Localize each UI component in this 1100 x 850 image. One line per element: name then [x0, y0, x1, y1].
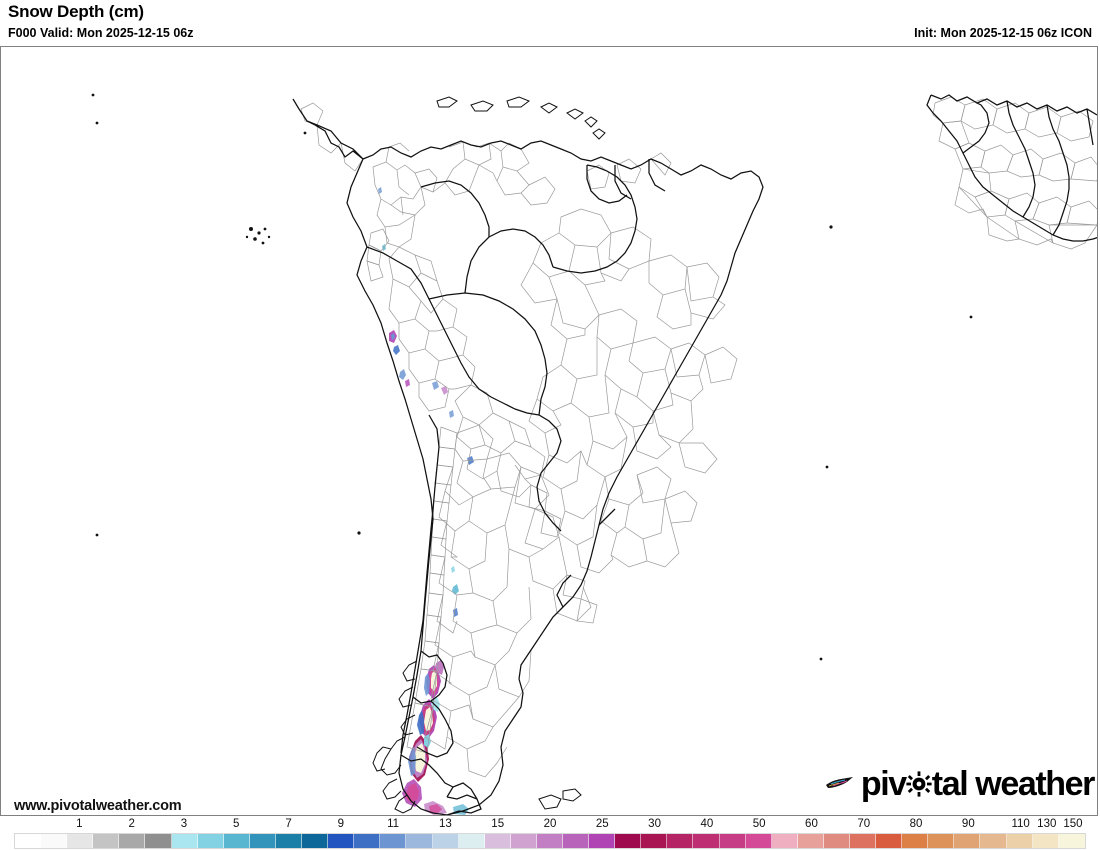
valid-time-label: F000 Valid: Mon 2025-12-15 06z: [8, 26, 194, 40]
colorbar-swatches[interactable]: [14, 833, 1086, 849]
colorbar-tick: 30: [648, 818, 661, 830]
colorbar-cell[interactable]: [67, 834, 94, 848]
colorbar[interactable]: 1 2 3 5 7 9 11 13 15 20 25 30 40 50 60 70 80 90 110 130 150: [0, 818, 1100, 850]
colorbar-cell[interactable]: [641, 834, 668, 848]
colorbar-cell[interactable]: [380, 834, 407, 848]
colorbar-tick: 2: [128, 818, 135, 830]
logo-text-right: tal weather: [931, 765, 1096, 803]
colorbar-cell[interactable]: [406, 834, 433, 848]
colorbar-tick: 130: [1037, 818, 1057, 830]
init-time-label: Init: Mon 2025-12-15 06z ICON: [914, 26, 1092, 40]
colorbar-cell[interactable]: [954, 834, 981, 848]
colorbar-tick: 110: [1011, 818, 1030, 830]
colorbar-cell[interactable]: [771, 834, 798, 848]
colorbar-cell[interactable]: [1006, 834, 1033, 848]
colorbar-tick: 25: [595, 818, 609, 830]
colorbar-tick: 60: [805, 818, 818, 830]
colorbar-cell[interactable]: [797, 834, 824, 848]
admin-boundaries-layer: [300, 96, 1097, 778]
header-subrow: F000 Valid: Mon 2025-12-15 06z Init: Mon…: [0, 26, 1100, 44]
colorbar-cell[interactable]: [562, 834, 590, 848]
colorbar-cell[interactable]: [249, 834, 276, 848]
page-title: Snow Depth (cm): [8, 2, 144, 21]
gear-sun-icon: [906, 769, 932, 803]
colorbar-cell[interactable]: [536, 834, 563, 848]
colorbar-cell[interactable]: [197, 834, 224, 848]
map-vector-layer: [1, 47, 1097, 815]
snow-depth-shading-layer: [378, 187, 474, 815]
contour-group-central-andes: [378, 187, 474, 617]
colorbar-tick: 150: [1063, 818, 1083, 830]
colorbar-tick: 13: [439, 818, 452, 830]
colorbar-cell[interactable]: [510, 834, 537, 848]
swallow-bird-icon: [825, 777, 853, 788]
colorbar-cell[interactable]: [145, 834, 172, 848]
pivotal-weather-logo[interactable]: piv tal weather: [825, 765, 1096, 803]
colorbar-tick: 90: [961, 818, 975, 830]
colorbar-tick: 9: [337, 818, 345, 830]
colorbar-cell[interactable]: [667, 834, 694, 848]
colorbar-cell[interactable]: [484, 834, 511, 848]
colorbar-tick: 15: [491, 818, 505, 830]
colorbar-cell[interactable]: [93, 834, 120, 848]
logo-text-left: piv: [860, 765, 907, 803]
colorbar-cell[interactable]: [876, 834, 903, 848]
colorbar-tick: 50: [752, 818, 766, 830]
colorbar-cell[interactable]: [223, 834, 250, 848]
colorbar-cell[interactable]: [275, 834, 303, 848]
colorbar-tick: 70: [857, 818, 871, 830]
colorbar-cell[interactable]: [902, 834, 929, 848]
colorbar-cell[interactable]: [458, 834, 485, 848]
colorbar-cell[interactable]: [823, 834, 850, 848]
colorbar-cell[interactable]: [15, 834, 42, 848]
colorbar-tick: 7: [285, 818, 292, 830]
colorbar-cell[interactable]: [171, 834, 198, 848]
map-header: Snow Depth (cm) F000 Valid: Mon 2025-12-…: [0, 0, 1100, 48]
colorbar-cell[interactable]: [302, 834, 329, 848]
colorbar-cell[interactable]: [615, 834, 642, 848]
contour-group-patagonia-south: [408, 734, 431, 782]
colorbar-cell[interactable]: [119, 834, 146, 848]
colorbar-cell[interactable]: [432, 834, 459, 848]
colorbar-cell[interactable]: [850, 834, 877, 848]
colorbar-cell[interactable]: [354, 834, 381, 848]
colorbar-cell[interactable]: [328, 834, 355, 848]
colorbar-tick: 5: [233, 818, 240, 830]
colorbar-cell[interactable]: [1058, 834, 1085, 848]
coastline-layer: [91, 93, 1097, 815]
colorbar-tick: 3: [180, 818, 188, 830]
colorbar-cell[interactable]: [980, 834, 1007, 848]
colorbar-cell[interactable]: [1032, 834, 1059, 848]
colorbar-cell[interactable]: [41, 834, 68, 848]
logo-wordmark: piv tal weather: [860, 765, 1096, 803]
colorbar-cell[interactable]: [745, 834, 772, 848]
colorbar-tick: 80: [909, 818, 923, 830]
site-watermark: www.pivotalweather.com: [14, 798, 182, 814]
colorbar-tick: 11: [387, 818, 400, 830]
colorbar-tick: 40: [700, 818, 714, 830]
colorbar-cell[interactable]: [719, 834, 746, 848]
colorbar-cell[interactable]: [693, 834, 720, 848]
colorbar-cell[interactable]: [589, 834, 616, 848]
colorbar-cell[interactable]: [928, 834, 955, 848]
colorbar-tick-labels: 1 2 3 5 7 9 11 13 15 20 25 30 40 50 60 70 80 90 110 130 150: [0, 818, 1100, 833]
colorbar-tick: 20: [543, 818, 557, 830]
map-canvas[interactable]: [0, 46, 1098, 816]
colorbar-tick: 1: [76, 818, 83, 830]
